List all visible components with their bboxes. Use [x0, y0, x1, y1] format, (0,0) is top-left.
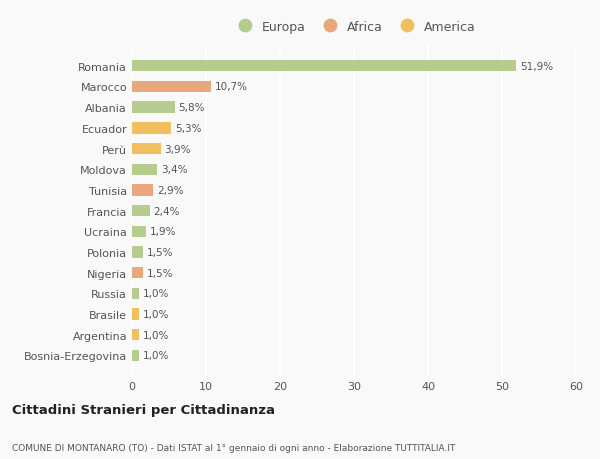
Text: 2,4%: 2,4%	[154, 206, 180, 216]
Bar	[132, 61, 516, 72]
Text: 1,0%: 1,0%	[143, 330, 169, 340]
Legend: Europa, Africa, America: Europa, Africa, America	[227, 16, 481, 39]
Text: 3,4%: 3,4%	[161, 165, 187, 175]
Text: 51,9%: 51,9%	[520, 62, 553, 72]
Text: 1,5%: 1,5%	[147, 247, 173, 257]
Bar	[132, 309, 139, 320]
Text: 1,0%: 1,0%	[143, 309, 169, 319]
Bar	[132, 268, 143, 279]
Text: 5,8%: 5,8%	[179, 103, 205, 113]
Text: Cittadini Stranieri per Cittadinanza: Cittadini Stranieri per Cittadinanza	[12, 403, 275, 416]
Bar	[132, 330, 139, 341]
Bar	[132, 144, 161, 155]
Text: 1,0%: 1,0%	[143, 351, 169, 361]
Bar	[132, 226, 146, 237]
Bar	[132, 123, 171, 134]
Bar	[132, 82, 211, 93]
Text: 3,9%: 3,9%	[164, 144, 191, 154]
Text: 1,5%: 1,5%	[147, 268, 173, 278]
Text: 10,7%: 10,7%	[215, 82, 248, 92]
Text: COMUNE DI MONTANARO (TO) - Dati ISTAT al 1° gennaio di ogni anno - Elaborazione : COMUNE DI MONTANARO (TO) - Dati ISTAT al…	[12, 443, 455, 452]
Bar	[132, 102, 175, 113]
Text: 5,3%: 5,3%	[175, 123, 202, 134]
Text: 1,9%: 1,9%	[150, 227, 176, 237]
Bar	[132, 247, 143, 258]
Bar	[132, 185, 154, 196]
Bar	[132, 206, 150, 217]
Bar	[132, 164, 157, 175]
Text: 2,9%: 2,9%	[157, 185, 184, 196]
Text: 1,0%: 1,0%	[143, 289, 169, 299]
Bar	[132, 288, 139, 299]
Bar	[132, 350, 139, 361]
